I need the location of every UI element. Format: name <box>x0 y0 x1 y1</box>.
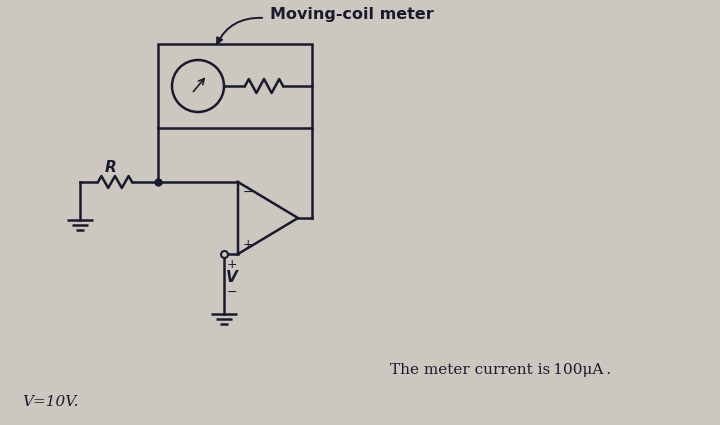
Text: +: + <box>243 238 253 250</box>
Text: +: + <box>227 258 238 270</box>
Text: −: − <box>243 185 253 198</box>
Bar <box>158 44 312 128</box>
Text: V=10V.: V=10V. <box>22 395 78 409</box>
Text: The meter current is 100μA .: The meter current is 100μA . <box>390 363 611 377</box>
Text: −: − <box>227 286 238 298</box>
Text: Moving-coil meter: Moving-coil meter <box>270 6 433 22</box>
Text: V: V <box>226 270 238 286</box>
Text: R: R <box>105 161 117 176</box>
